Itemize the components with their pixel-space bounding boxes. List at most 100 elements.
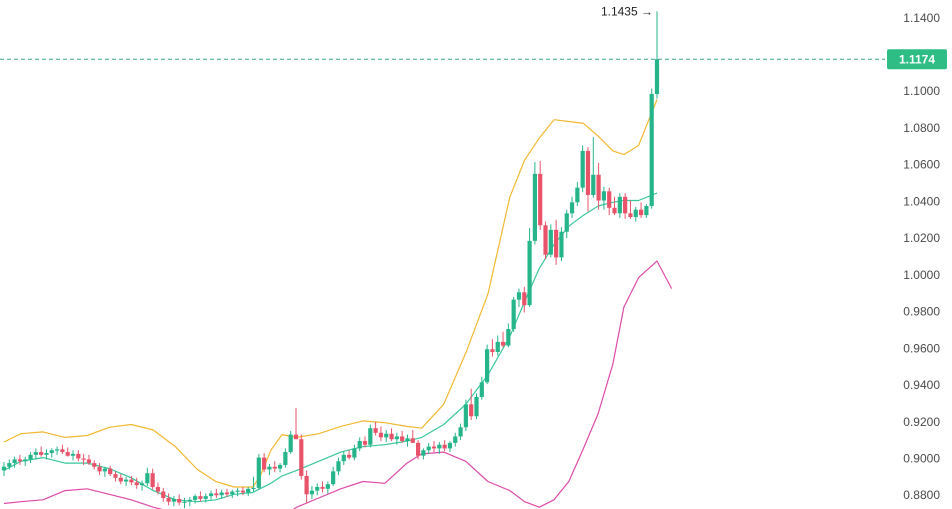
y-tick-label: 1.0400 [903,194,940,208]
y-tick-label: 1.0200 [903,231,940,245]
last-price-badge-bg [887,49,947,70]
candle-body [320,486,325,489]
candle-body [479,382,484,397]
candle [405,434,410,447]
candle [585,147,591,212]
candle [81,453,86,465]
candle [612,196,617,216]
candle [500,331,506,348]
candle [617,193,622,218]
candle [511,296,516,332]
candle [490,339,495,357]
candlestick-series [1,11,660,509]
candle [33,448,38,460]
candle [118,474,123,485]
candle-body [325,484,330,489]
candle-body [490,349,495,352]
candle-body [262,457,267,470]
y-tick-label: 0.9200 [903,415,940,429]
candle-body [17,459,23,462]
candle-body [193,496,198,500]
candle [596,162,601,210]
candle [394,432,399,445]
y-axis: 1.14001.12001.10001.08001.06001.04001.02… [903,11,940,502]
candle [336,457,341,476]
candle-body [458,427,463,437]
candle-body [612,207,617,214]
candle-body [341,454,346,462]
candle [591,137,596,198]
candle [12,456,17,468]
candle [299,434,304,480]
candle-body [39,452,44,455]
candle-body [506,329,511,346]
candle [134,477,139,489]
candle-body [76,453,81,459]
candle [304,470,309,504]
candle [633,206,638,222]
candle-body [240,490,246,493]
candle [522,286,527,313]
candle-body [617,196,622,214]
candle [28,452,33,464]
candle [224,488,230,498]
candle-body [511,299,516,330]
candle [357,437,362,452]
middle-line [3,192,658,503]
candle-body [485,349,490,383]
candle [272,461,277,473]
candle [352,444,357,461]
candle [240,486,246,496]
candle [208,490,214,500]
candle [92,460,97,470]
candle [277,463,283,473]
candle [378,426,384,442]
candle [283,448,288,468]
candle [49,448,54,458]
candle-body [336,461,341,472]
candle-body [171,498,176,502]
candle-body [102,468,107,472]
candle-body [139,483,145,486]
candle-body [516,292,522,300]
lower-line [3,260,673,509]
candle-body [638,209,644,216]
candle-body [426,446,431,451]
candle-body [384,433,389,438]
candle [368,424,373,448]
candle [389,428,394,442]
y-tick-label: 1.1400 [903,11,940,25]
candle-body [86,459,92,464]
candle [628,200,633,219]
candle [346,450,352,460]
candle [654,11,660,99]
candle [463,399,468,431]
candle [479,376,484,400]
y-tick-label: 0.9400 [903,378,940,392]
candle-body [293,434,299,440]
candle-body [463,404,468,428]
candle-body [70,453,76,456]
candle-body [92,463,97,467]
candle [262,452,267,473]
candle-body [554,229,559,258]
candle [235,487,240,497]
candle-body [596,174,601,201]
candle [415,440,421,460]
candle-body [410,438,415,443]
candle-body [389,433,394,440]
candle [193,494,198,504]
candle-body [81,458,86,460]
candle [256,453,261,490]
candle [649,88,654,209]
candle-body [49,450,54,453]
candle-body [299,439,304,476]
candle-body [315,486,320,491]
candle-body [246,488,251,493]
candle-body [469,404,474,417]
candle-body [54,449,60,451]
candle-body [219,492,224,496]
candle [410,430,415,443]
candle-body [230,491,235,495]
